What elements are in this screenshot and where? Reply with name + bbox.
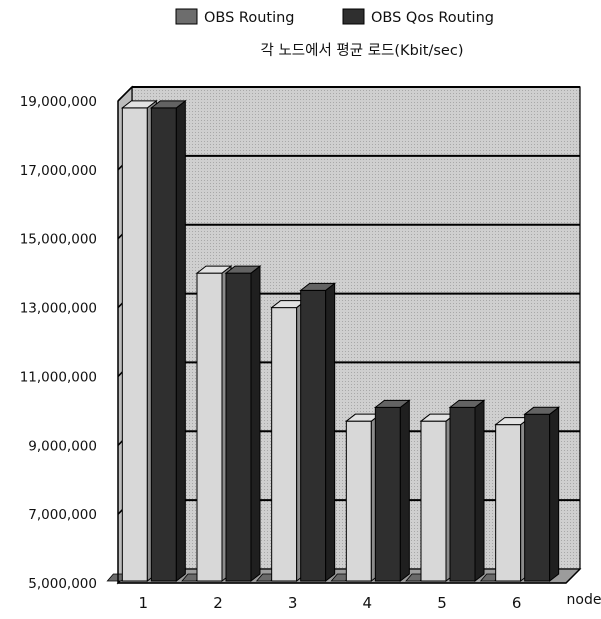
bar-obs-qos-routing-node-3 [300,289,327,582]
legend: OBS Routing OBS Qos Routing [175,8,494,26]
bars [106,99,561,583]
bar-top-obs-qos-routing-node-4 [373,399,411,408]
bar-side-obs-qos-routing-node-4 [399,399,410,583]
bar-side-obs-qos-routing-node-6 [549,406,560,583]
legend-swatch-obs-qos-routing [342,8,365,25]
bar-side-obs-qos-routing-node-5 [474,399,485,583]
bar-top-obs-routing-node-2 [195,265,233,274]
bar-obs-routing-node-2 [196,272,223,582]
y-tick-label: 9,000,000 [28,438,97,454]
gridline-side [117,86,133,102]
plot-outline [117,101,581,584]
bar-obs-qos-routing-node-2 [225,272,252,582]
bar-obs-routing-node-5 [420,420,447,582]
bar-top-obs-qos-routing-node-3 [299,282,337,291]
bar-obs-qos-routing-node-4 [374,406,401,582]
axes: 5,000,000 7,000,000 9,000,000 11,000,000 13,… [20,94,581,612]
bar-obs-routing-node-4 [345,420,372,582]
bar-side-obs-qos-routing-node-2 [250,265,261,583]
x-tick-label: 6 [512,594,522,612]
x-tick-label: 5 [437,594,447,612]
bar-top-obs-qos-routing-node-5 [448,399,486,408]
legend-swatch-obs-routing [175,8,198,25]
legend-label-obs-qos-routing: OBS Qos Routing [371,10,494,26]
bar-obs-qos-routing-node-6 [524,413,551,582]
x-axis-label: node [567,592,601,608]
bar-obs-qos-routing-node-1 [150,107,177,582]
bar-top-obs-routing-node-1 [120,100,158,109]
bar-top-obs-qos-routing-node-6 [523,406,561,415]
x-tick-label: 3 [288,594,298,612]
y-tick-label: 13,000,000 [20,301,97,317]
bar-obs-routing-node-3 [271,307,298,582]
x-tick-label: 2 [213,594,223,612]
x-tick-label: 4 [363,594,373,612]
y-tick-label: 19,000,000 [20,94,97,110]
bar-side-obs-qos-routing-node-1 [175,99,186,583]
y-tick-label: 11,000,000 [20,369,97,385]
y-tick-label: 15,000,000 [20,232,97,248]
y-tick-label: 17,000,000 [20,163,97,179]
bar-obs-qos-routing-node-5 [449,406,476,582]
y-tick-label: 7,000,000 [28,507,97,523]
y-tick-label: 5,000,000 [28,576,97,592]
bar-top-obs-qos-routing-node-1 [149,100,187,109]
legend-label-obs-routing: OBS Routing [204,10,295,26]
chart-title: 각 노드에서 평균 로드(Kbit/sec) [261,42,464,59]
bar-obs-routing-node-1 [121,107,148,582]
x-tick-label: 1 [139,594,149,612]
bar-side-obs-qos-routing-node-3 [325,282,336,583]
bar-obs-routing-node-6 [495,424,522,582]
bar-top-obs-qos-routing-node-2 [224,265,262,274]
